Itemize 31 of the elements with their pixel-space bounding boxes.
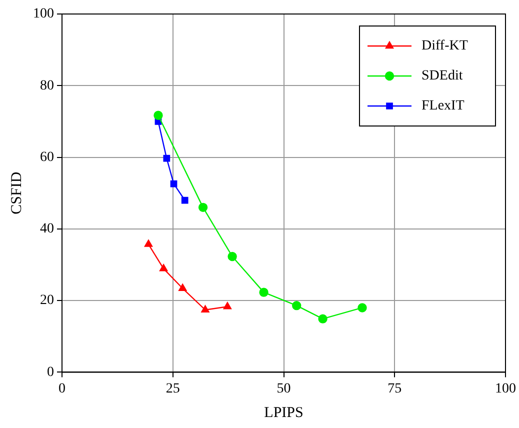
x-axis-title: LPIPS [264,404,304,421]
point [318,314,328,324]
point [201,305,210,312]
y-axis-title: CSFID [8,172,25,214]
point [223,302,232,310]
point [154,110,163,120]
point [259,288,268,297]
x-tick-label: 75 [388,381,402,396]
y-tick-label: 40 [40,222,54,237]
x-tick-label: 25 [166,381,180,396]
point [292,300,302,310]
y-tick-label: 20 [40,293,54,308]
legend-label: FLexIT [422,98,465,114]
y-tick-label: 80 [40,78,54,94]
point [181,196,188,204]
point [198,202,208,212]
point [170,180,178,188]
point [163,154,170,162]
point [160,264,168,272]
y-tick-label: 60 [40,150,54,165]
y-tick-label: 0 [47,364,54,380]
x-tick-label: 100 [495,381,516,396]
x-tick-label: 0 [58,381,66,396]
legend-label: SDEdit [422,68,463,84]
x-tick-label: 50 [276,381,291,396]
legend-label: Diff-KT [422,38,468,54]
point [358,303,367,312]
point [228,252,237,262]
point [144,240,153,247]
point [178,284,187,291]
y-tick-label: 100 [33,6,54,22]
